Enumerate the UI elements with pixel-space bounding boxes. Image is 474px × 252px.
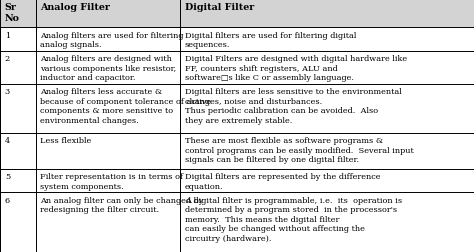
Text: Analog filters less accurate &
because of component tolerance of active
componen: Analog filters less accurate & because o… [40,88,211,124]
Text: 1: 1 [5,32,10,40]
Text: These are most flexible as software programs &
control programs can be easily mo: These are most flexible as software prog… [185,137,414,163]
Text: 5: 5 [5,173,10,180]
Text: Filter representation is in terms of
system components.: Filter representation is in terms of sys… [40,173,183,190]
Text: Sr
No: Sr No [5,4,20,23]
Text: Analog Filter: Analog Filter [40,4,110,12]
Text: Digital filters are used for filtering digital
sequences.: Digital filters are used for filtering d… [185,32,356,49]
Text: 6: 6 [5,196,10,204]
Text: A digital filter is programmable, i.e.  its  operation is
determined by a progra: A digital filter is programmable, i.e. i… [185,196,402,242]
Bar [0,0,474,28]
Text: 4: 4 [5,137,10,144]
Text: Analog filters are used for filtering
analog signals.: Analog filters are used for filtering an… [40,32,184,49]
Text: Digital filters are represented by the difference
equation.: Digital filters are represented by the d… [185,173,381,190]
Text: Less flexible: Less flexible [40,137,91,144]
Text: An analog filter can only be changed by
redesigning the filter circuit.: An analog filter can only be changed by … [40,196,204,213]
Text: 2: 2 [5,55,10,63]
Text: Digital Filters are designed with digital hardware like
FF, counters shift regis: Digital Filters are designed with digita… [185,55,407,82]
Text: 3: 3 [5,88,10,96]
Text: Digital filters are less sensitive to the environmental
changes, noise and distu: Digital filters are less sensitive to th… [185,88,402,124]
Text: Analog filters are designed with
various components like resistor,
inductor and : Analog filters are designed with various… [40,55,177,82]
Text: Digital Filter: Digital Filter [185,4,254,12]
